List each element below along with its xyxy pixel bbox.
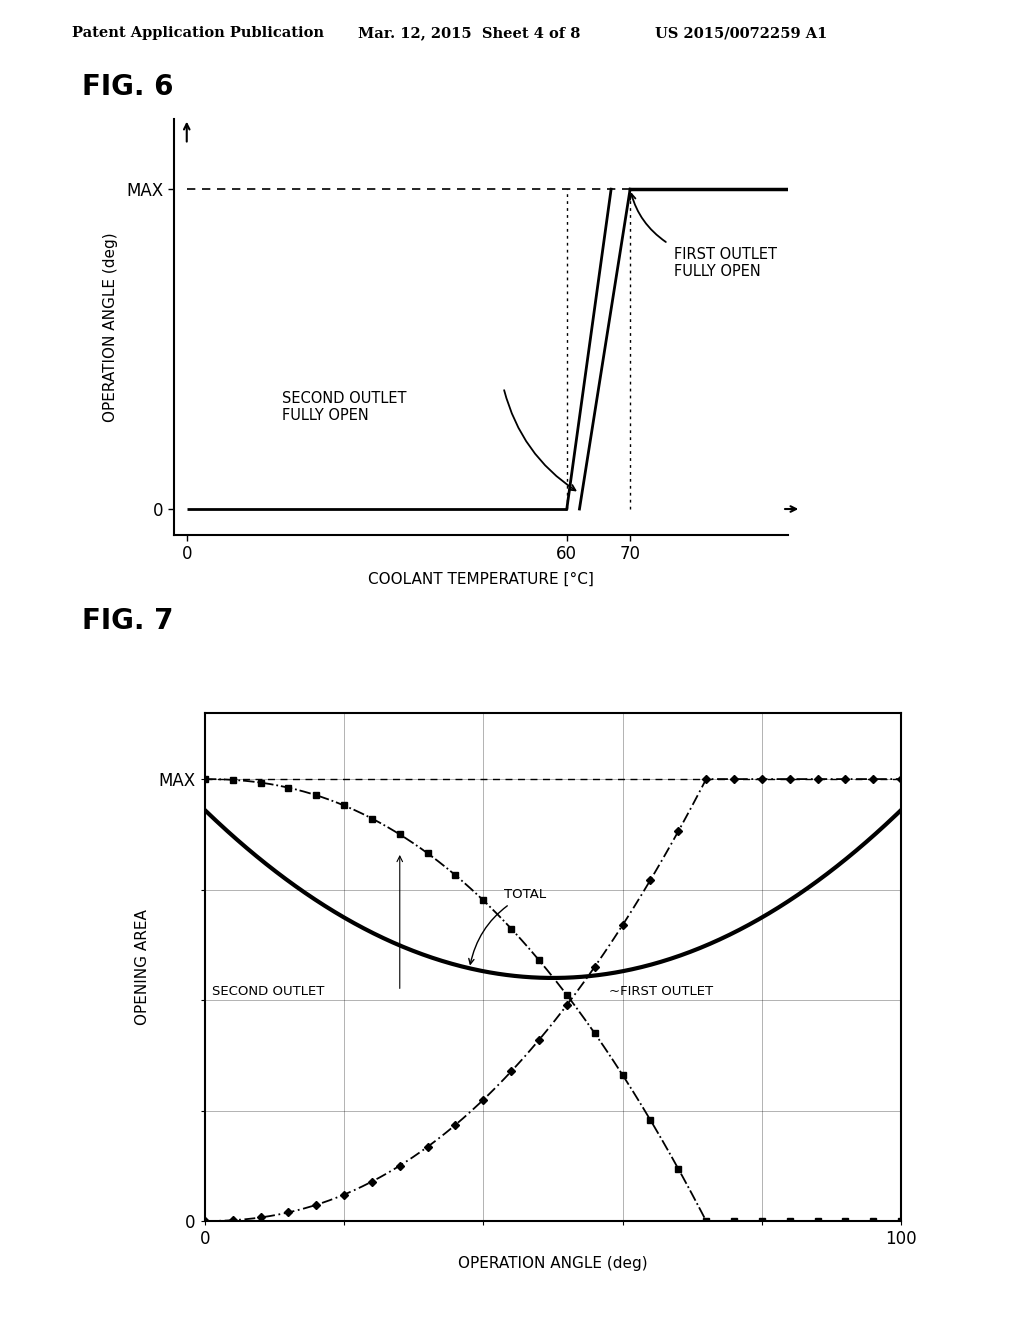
Text: TOTAL: TOTAL — [469, 888, 547, 964]
Text: US 2015/0072259 A1: US 2015/0072259 A1 — [655, 26, 827, 41]
Text: ~FIRST OUTLET: ~FIRST OUTLET — [608, 985, 713, 998]
Y-axis label: OPERATION ANGLE (deg): OPERATION ANGLE (deg) — [103, 232, 118, 421]
Text: FIRST OUTLET
FULLY OPEN: FIRST OUTLET FULLY OPEN — [675, 247, 777, 279]
Text: FIG. 7: FIG. 7 — [82, 607, 173, 635]
Y-axis label: OPENING AREA: OPENING AREA — [135, 909, 151, 1024]
Text: Mar. 12, 2015  Sheet 4 of 8: Mar. 12, 2015 Sheet 4 of 8 — [358, 26, 581, 41]
Text: Patent Application Publication: Patent Application Publication — [72, 26, 324, 41]
Text: SECOND OUTLET: SECOND OUTLET — [212, 985, 325, 998]
Text: SECOND OUTLET
FULLY OPEN: SECOND OUTLET FULLY OPEN — [282, 391, 407, 424]
X-axis label: COOLANT TEMPERATURE [°C]: COOLANT TEMPERATURE [°C] — [369, 572, 594, 586]
X-axis label: OPERATION ANGLE (deg): OPERATION ANGLE (deg) — [458, 1257, 648, 1271]
Text: FIG. 6: FIG. 6 — [82, 73, 173, 100]
